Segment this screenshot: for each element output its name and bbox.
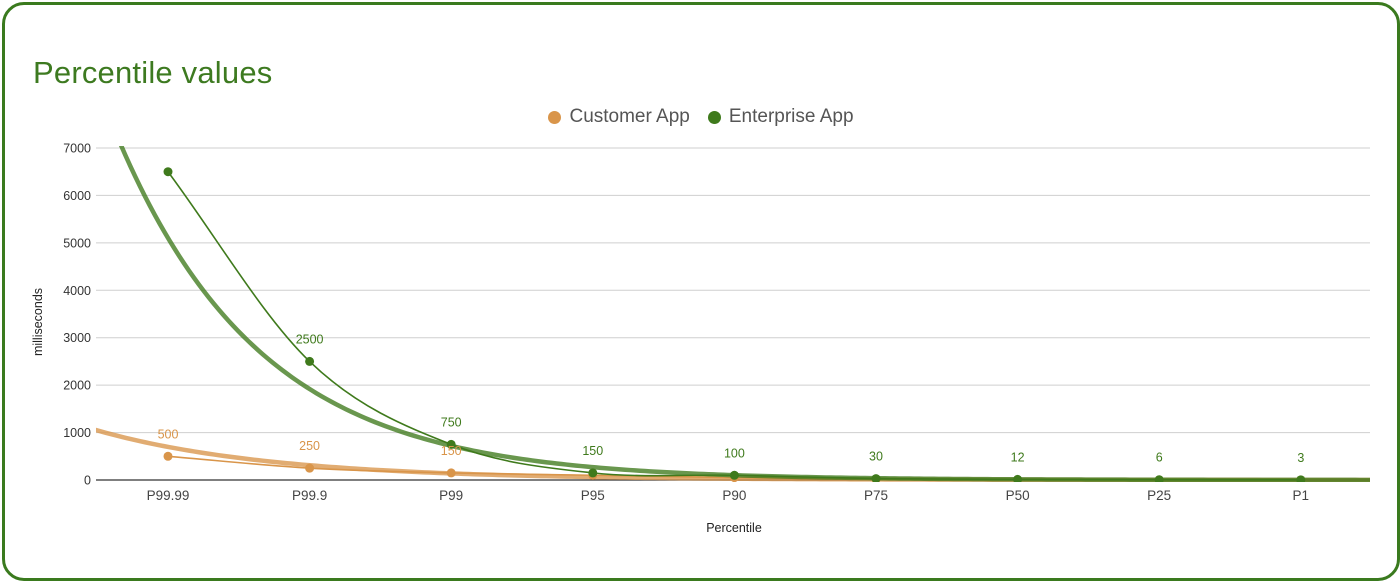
series-layer — [96, 146, 1370, 484]
data-point[interactable] — [446, 439, 456, 449]
data-label: 6 — [1156, 451, 1163, 465]
data-point[interactable] — [588, 468, 598, 478]
data-point[interactable] — [305, 356, 315, 366]
data-label: 2500 — [296, 332, 324, 346]
y-tick-label: 2000 — [63, 379, 91, 393]
data-label: 150 — [441, 444, 462, 458]
x-axis-ticks: P99.99 P99.9 P99 P95 P90 P75 P50 P25 P1 — [147, 488, 1309, 503]
x-tick-label: P75 — [864, 488, 888, 503]
data-point[interactable] — [1296, 475, 1306, 484]
data-labels-layer: 500 250 150 2500 750 150 100 30 12 6 3 — [158, 332, 1305, 464]
x-tick-label: P99 — [439, 488, 463, 503]
y-tick-label: 1000 — [63, 426, 91, 440]
y-tick-label: 0 — [84, 474, 91, 488]
data-point[interactable] — [163, 451, 173, 461]
y-tick-label: 4000 — [63, 284, 91, 298]
data-point[interactable] — [163, 167, 173, 177]
trendline — [118, 146, 1370, 482]
data-point[interactable] — [871, 474, 881, 483]
y-tick-label: 6000 — [63, 189, 91, 203]
data-label: 3 — [1297, 451, 1304, 465]
legend-label-enterprise-app: Enterprise App — [728, 106, 854, 127]
chart-legend: Customer App Enterprise App — [5, 106, 1397, 128]
x-tick-label: P25 — [1147, 488, 1171, 503]
series-enterprise-app — [118, 146, 1370, 484]
x-axis-label: Percentile — [706, 521, 762, 535]
y-tick-label: 5000 — [63, 236, 91, 250]
legend-item-customer-app[interactable]: Customer App — [548, 106, 690, 128]
y-axis-label: milliseconds — [31, 288, 45, 356]
y-axis-ticks: 0 1000 2000 3000 4000 5000 6000 7000 — [63, 142, 91, 488]
x-tick-label: P99.99 — [147, 488, 190, 503]
legend-label-customer-app: Customer App — [569, 106, 690, 127]
gridlines — [96, 147, 1370, 481]
data-label: 250 — [299, 439, 320, 453]
data-label: 30 — [869, 450, 883, 464]
legend-item-enterprise-app[interactable]: Enterprise App — [707, 106, 854, 128]
series-line — [167, 171, 1301, 481]
legend-marker-enterprise-app — [707, 110, 721, 124]
data-point[interactable] — [305, 463, 315, 473]
chart-title: Percentile values — [33, 55, 273, 90]
data-label: 500 — [158, 427, 179, 441]
data-point[interactable] — [729, 470, 739, 480]
x-tick-label: P90 — [722, 488, 746, 503]
data-label: 750 — [441, 415, 462, 429]
y-tick-label: 7000 — [63, 142, 91, 156]
data-point[interactable] — [1013, 474, 1023, 484]
data-point[interactable] — [446, 468, 456, 478]
y-tick-label: 3000 — [63, 331, 91, 345]
data-label: 150 — [582, 444, 603, 458]
x-tick-label: P50 — [1006, 488, 1030, 503]
legend-marker-customer-app — [548, 110, 562, 124]
x-tick-label: P99.9 — [292, 488, 327, 503]
x-tick-label: P95 — [581, 488, 605, 503]
data-label: 12 — [1011, 450, 1025, 464]
data-point[interactable] — [1154, 475, 1164, 484]
x-tick-label: P1 — [1293, 488, 1310, 503]
data-label: 100 — [724, 446, 745, 460]
